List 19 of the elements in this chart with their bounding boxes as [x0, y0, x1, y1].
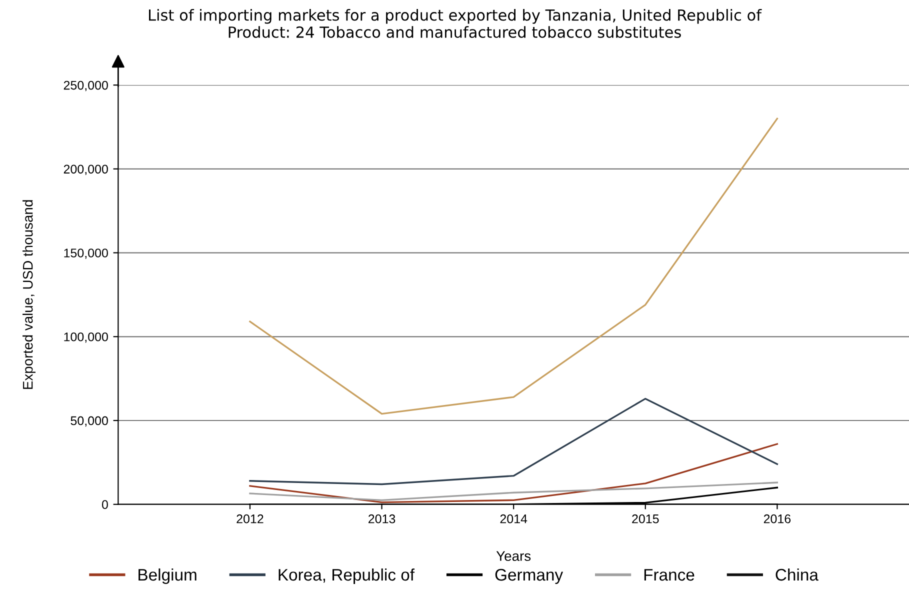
y-tick-label: 0: [102, 500, 108, 510]
y-tick-label: 200,000: [64, 164, 108, 176]
x-tick-label: 2014: [500, 514, 528, 524]
chart-title: List of importing markets for a product exported by Tanzania, United Republic of Product: 24 Tobacco and manufactured tobacco substitutes: [149, 8, 762, 38]
y-tick-label: 50,000: [70, 416, 108, 427]
y-tick-label: 150,000: [64, 248, 108, 259]
x-axis-title: Years: [496, 551, 531, 561]
legend-label: Belgium: [138, 568, 196, 584]
legend-label: Germany: [495, 568, 564, 584]
x-tick-label: 2013: [368, 514, 396, 524]
x-tick-label: 2016: [764, 514, 791, 524]
legend-label: France: [644, 569, 694, 581]
legend-label: Korea, Republic of: [278, 568, 415, 584]
legend-label: China: [776, 568, 818, 581]
y-tick-label: 250,000: [64, 80, 108, 92]
x-tick-label: 2012: [236, 514, 264, 524]
y-axis-title: Exported value, USD thousand: [22, 200, 36, 389]
x-tick-label: 2015: [632, 514, 659, 524]
y-tick-label: 100,000: [64, 332, 108, 343]
